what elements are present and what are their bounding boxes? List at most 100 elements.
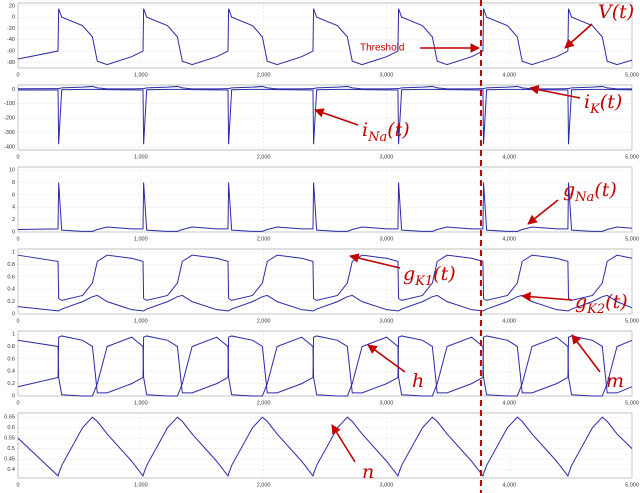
annotation-text: V <box>598 1 614 23</box>
annotation: gK2(t) <box>575 291 628 317</box>
series-line <box>17 8 633 66</box>
annotation: iNa(t) <box>362 119 410 145</box>
y-tick-label: 0.6 <box>7 425 15 431</box>
x-tick-label: 5,000 <box>625 400 639 406</box>
annotation: m <box>606 370 624 392</box>
annotation: h <box>412 370 424 392</box>
y-tick-label: -400 <box>4 145 15 151</box>
series-line <box>18 88 633 145</box>
y-tick-label: 0.4 <box>7 467 15 473</box>
annotation-arrow <box>521 291 573 302</box>
y-tick-label: 1 <box>12 332 15 338</box>
x-tick-label: 4,000 <box>502 482 516 488</box>
annotation: V(t) <box>598 1 634 23</box>
x-tick-label: 3,000 <box>380 318 394 324</box>
annotation-text: i <box>584 91 590 113</box>
x-tick-label: 1,000 <box>134 400 148 406</box>
annotation-subscript: Na <box>367 130 387 145</box>
annotation-tail: (t) <box>600 91 622 113</box>
annotation: gNa(t) <box>563 179 617 205</box>
y-tick-label: 0 <box>12 393 15 399</box>
annotation-arrow <box>529 84 581 99</box>
y-tick-label: 0.6 <box>7 356 15 362</box>
series-line <box>17 182 633 232</box>
x-tick-label: 5,000 <box>625 482 639 488</box>
x-tick-label: 2,000 <box>257 400 271 406</box>
y-tick-label: 0.65 <box>4 415 15 421</box>
annotation-text: n <box>362 461 374 483</box>
x-tick-label: 4,000 <box>502 236 516 242</box>
x-tick-label: 5,000 <box>625 72 639 78</box>
x-tick-label: 4,000 <box>502 72 516 78</box>
annotation-text: g <box>575 291 587 313</box>
x-tick-label: 3,000 <box>380 154 394 160</box>
plot-frame <box>17 84 633 151</box>
y-tick-label: 6 <box>12 192 15 198</box>
x-tick-label: 2,000 <box>257 154 271 160</box>
y-tick-label: -40 <box>7 37 15 43</box>
y-tick-label: 1 <box>12 250 15 256</box>
annotation-tail: (t) <box>612 1 634 23</box>
x-tick-label: 3,000 <box>380 482 394 488</box>
y-tick-label: 4 <box>12 205 15 211</box>
x-tick-label: 3,000 <box>380 236 394 242</box>
y-tick-label: -200 <box>4 116 15 122</box>
x-tick-label: 0 <box>16 318 19 324</box>
y-tick-label: -300 <box>4 130 15 136</box>
x-tick-label: 1,000 <box>134 154 148 160</box>
plot-frame <box>17 330 633 397</box>
y-tick-label: 0 <box>12 15 15 21</box>
annotation-subscript: K <box>589 102 601 117</box>
y-tick-label: -60 <box>7 48 15 54</box>
x-tick-label: 5,000 <box>625 236 639 242</box>
plot-frame <box>17 248 633 315</box>
y-tick-label: -100 <box>4 101 15 107</box>
annotation: gK1(t) <box>403 263 456 289</box>
x-tick-label: 2,000 <box>257 318 271 324</box>
y-tick-label: 0 <box>12 87 15 93</box>
annotation-arrow <box>314 108 359 126</box>
x-tick-label: 2,000 <box>257 482 271 488</box>
y-tick-label: 0.8 <box>7 344 15 350</box>
x-tick-label: 3,000 <box>380 400 394 406</box>
annotation-arrow <box>571 334 601 373</box>
annotation-subscript: K1 <box>414 274 433 289</box>
plot-frame <box>17 166 633 233</box>
annotation-tail: (t) <box>594 179 616 201</box>
x-tick-label: 4,000 <box>502 154 516 160</box>
y-tick-label: 2 <box>12 217 15 223</box>
x-tick-label: 0 <box>16 72 19 78</box>
y-tick-label: 0.6 <box>7 274 15 280</box>
plot-frame <box>17 412 633 479</box>
y-tick-label: 20 <box>9 3 15 9</box>
x-tick-label: 3,000 <box>380 72 394 78</box>
y-tick-label: 0.5 <box>7 446 15 452</box>
series-line <box>17 335 633 394</box>
y-tick-label: 0.4 <box>7 287 15 293</box>
annotation-text: g <box>563 179 575 201</box>
x-tick-label: 5,000 <box>625 318 639 324</box>
y-tick-label: 0.45 <box>4 457 15 463</box>
annotation-tail: (t) <box>433 263 455 285</box>
series-line <box>17 254 633 301</box>
x-tick-label: 0 <box>16 400 19 406</box>
y-tick-label: 0.8 <box>7 262 15 268</box>
annotation-tail: (t) <box>605 291 627 313</box>
annotation-text: i <box>362 119 368 141</box>
annotation-text: h <box>412 370 424 392</box>
y-tick-label: 0.55 <box>4 436 15 442</box>
annotation-arrow <box>349 253 401 269</box>
annotation-arrow <box>367 344 406 373</box>
annotation-arrow <box>331 424 356 463</box>
annotation-text: m <box>606 370 624 392</box>
annotation-subscript: Na <box>574 190 594 205</box>
y-tick-label: 8 <box>12 180 15 186</box>
x-tick-label: 0 <box>16 482 19 488</box>
annotation: n <box>362 461 374 483</box>
y-tick-label: 10 <box>9 168 15 174</box>
annotation-subscript: K2 <box>586 302 605 317</box>
series-line <box>17 85 632 90</box>
annotation-arrow <box>527 199 559 225</box>
threshold-label: Threshold <box>360 43 404 54</box>
x-tick-label: 2,000 <box>257 72 271 78</box>
